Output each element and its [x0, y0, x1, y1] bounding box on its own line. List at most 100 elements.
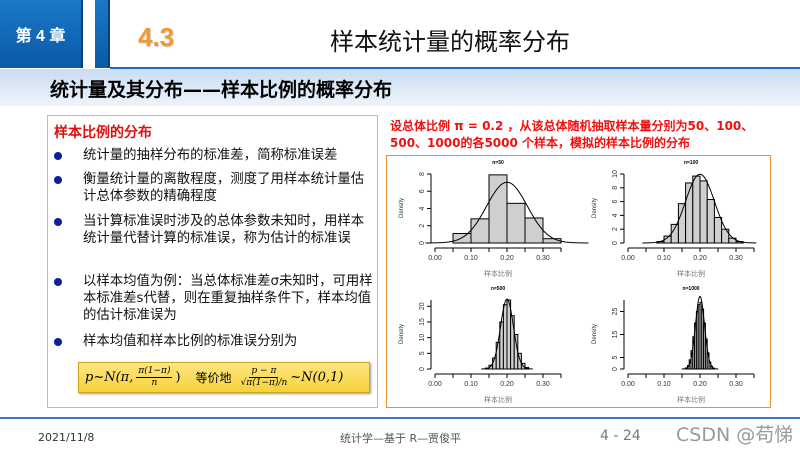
y-tick-label: 10	[612, 170, 619, 178]
y-tick-label: 5	[612, 355, 619, 359]
footer-course: 统计学—基于 R—贾俊平	[340, 432, 462, 445]
y-tick-label: 0	[419, 367, 426, 371]
histogram-bar	[728, 237, 737, 244]
bullet-icon	[54, 152, 62, 160]
histogram-bar	[506, 299, 512, 370]
bullet-icon	[54, 278, 62, 286]
header-strip	[95, 0, 110, 68]
y-tick-label: 25	[612, 308, 619, 316]
y-tick-label: 10	[419, 334, 426, 342]
histogram-n=500: n=500 0 5 10 15 20 0.00 0.10 0.20 0.30 样本比例 Density	[399, 286, 562, 404]
panel-heading: 样本比例的分布	[54, 125, 152, 141]
y-tick-label: 20	[419, 302, 426, 310]
x-tick-label: 0.30	[729, 255, 743, 262]
x-tick-label: 0.00	[621, 381, 635, 388]
x-tick-label: 0.20	[693, 255, 707, 262]
subtitle-band	[0, 69, 800, 106]
bullet-icon	[54, 338, 62, 346]
y-tick-label: 0	[612, 367, 619, 371]
y-tick-label: 6	[612, 200, 619, 204]
histogram-bar	[488, 174, 508, 244]
x-tick-label: 0.20	[500, 381, 514, 388]
histogram-n=100: n=100 0 2 4 6 8 10 0.00 0.10 0.20 0.30 样本比例 Density	[592, 160, 757, 278]
bullet-icon	[54, 176, 62, 184]
y-tick-label: 0	[419, 241, 426, 245]
x-tick-label: 0.00	[621, 255, 635, 262]
histogram-bar	[524, 217, 544, 244]
y-tick-label: 6	[419, 189, 426, 193]
y-axis-label: Density	[399, 324, 405, 344]
chapter-badge: 第 4 章	[0, 0, 83, 68]
histogram-bar	[692, 175, 701, 244]
x-axis-label: 样本比例	[484, 395, 512, 404]
histogram-bar	[713, 216, 723, 244]
y-tick-label: 4	[612, 213, 619, 217]
chart-title: n=50	[492, 160, 504, 166]
y-axis-label: Density	[399, 198, 405, 218]
y-tick-label: 15	[419, 318, 426, 326]
x-tick-label: 0.30	[536, 381, 550, 388]
slide-subtitle: 统计量及其分布——样本比例的概率分布	[50, 79, 393, 101]
page-number: 4 - 24	[600, 428, 641, 444]
y-tick-label: 8	[419, 172, 426, 176]
histogram-bar	[495, 341, 501, 370]
formula-box: p~N(π, π(1−π) n ) 等价地 p − π √π(1−π)/n ~N(0…	[78, 362, 370, 393]
y-tick-label: 2	[419, 224, 426, 228]
y-tick-label: 2	[612, 227, 619, 231]
section-number: 4.3	[138, 22, 175, 52]
histogram-bar	[502, 304, 508, 370]
histogram-n=50: n=50 0 2 4 6 8 0.00 0.10 0.20 0.30 样本比例 Density	[399, 160, 589, 278]
footer-divider	[0, 417, 800, 419]
histogram-bar	[506, 202, 526, 244]
x-tick-label: 0.30	[536, 255, 550, 262]
density-curve	[681, 295, 719, 370]
formula-equiv: 等价地	[195, 371, 232, 385]
fraction: π(1−π) n	[136, 366, 173, 388]
histogram-bar	[517, 352, 522, 370]
x-tick-label: 0.20	[693, 381, 707, 388]
chart-panel: n=50 0 2 4 6 8 0.00 0.10 0.20 0.30 样本比例 Density n=10…	[386, 155, 771, 408]
histogram-bar	[706, 199, 715, 244]
slide-title: 样本统计量的概率分布	[330, 28, 570, 56]
x-tick-label: 0.00	[428, 381, 442, 388]
chart-title: n=1000	[682, 286, 699, 292]
x-tick-label: 0.10	[657, 255, 671, 262]
x-tick-label: 0.10	[464, 381, 478, 388]
x-axis-label: 样本比例	[677, 269, 705, 278]
y-tick-label: 15	[612, 331, 619, 339]
y-tick-label: 5	[419, 351, 426, 355]
header-divider	[110, 67, 800, 70]
x-axis-label: 样本比例	[677, 395, 705, 404]
histogram-bar	[721, 228, 730, 244]
fraction: p − π √π(1−π)/n	[240, 366, 288, 388]
density-curve	[481, 298, 533, 370]
footer-date: 2021/11/8	[38, 431, 95, 444]
x-tick-label: 0.00	[428, 255, 442, 262]
chart-title: n=100	[684, 160, 699, 166]
histogram-bar	[699, 180, 708, 244]
histogram-bar	[677, 203, 687, 244]
bullet-icon	[54, 218, 62, 226]
x-tick-label: 0.30	[729, 381, 743, 388]
histogram-n=1000: n=1000 0 5 15 25 0.00 0.10 0.20 0.30 样本比例 Density	[592, 286, 755, 404]
formula-paren: )	[175, 370, 181, 385]
y-tick-label: 4	[419, 206, 426, 210]
formula-left: p~N(π,	[85, 370, 134, 385]
formula-right: ~N(0,1)	[290, 370, 344, 385]
y-tick-label: 8	[612, 186, 619, 190]
y-axis-label: Density	[592, 324, 598, 344]
y-axis-label: Density	[592, 198, 598, 218]
x-tick-label: 0.10	[657, 381, 671, 388]
watermark: CSDN @苟悌	[676, 424, 794, 446]
histogram-bar	[470, 218, 490, 244]
y-tick-label: 0	[612, 241, 619, 245]
x-axis-label: 样本比例	[484, 269, 512, 278]
density-curve	[425, 181, 589, 244]
chart-title: n=500	[491, 286, 506, 292]
x-tick-label: 0.10	[464, 255, 478, 262]
chart-caption: 设总体比例 π = 0.2 ，从该总体随机抽取样本量分别为50、100、 500…	[390, 119, 754, 150]
density-curve	[642, 173, 757, 244]
left-panel: 样本比例的分布 统计量的抽样分布的标准差，简称标准误差 衡量统计量的离散程度，测…	[47, 115, 378, 408]
histogram-bar	[510, 315, 515, 370]
